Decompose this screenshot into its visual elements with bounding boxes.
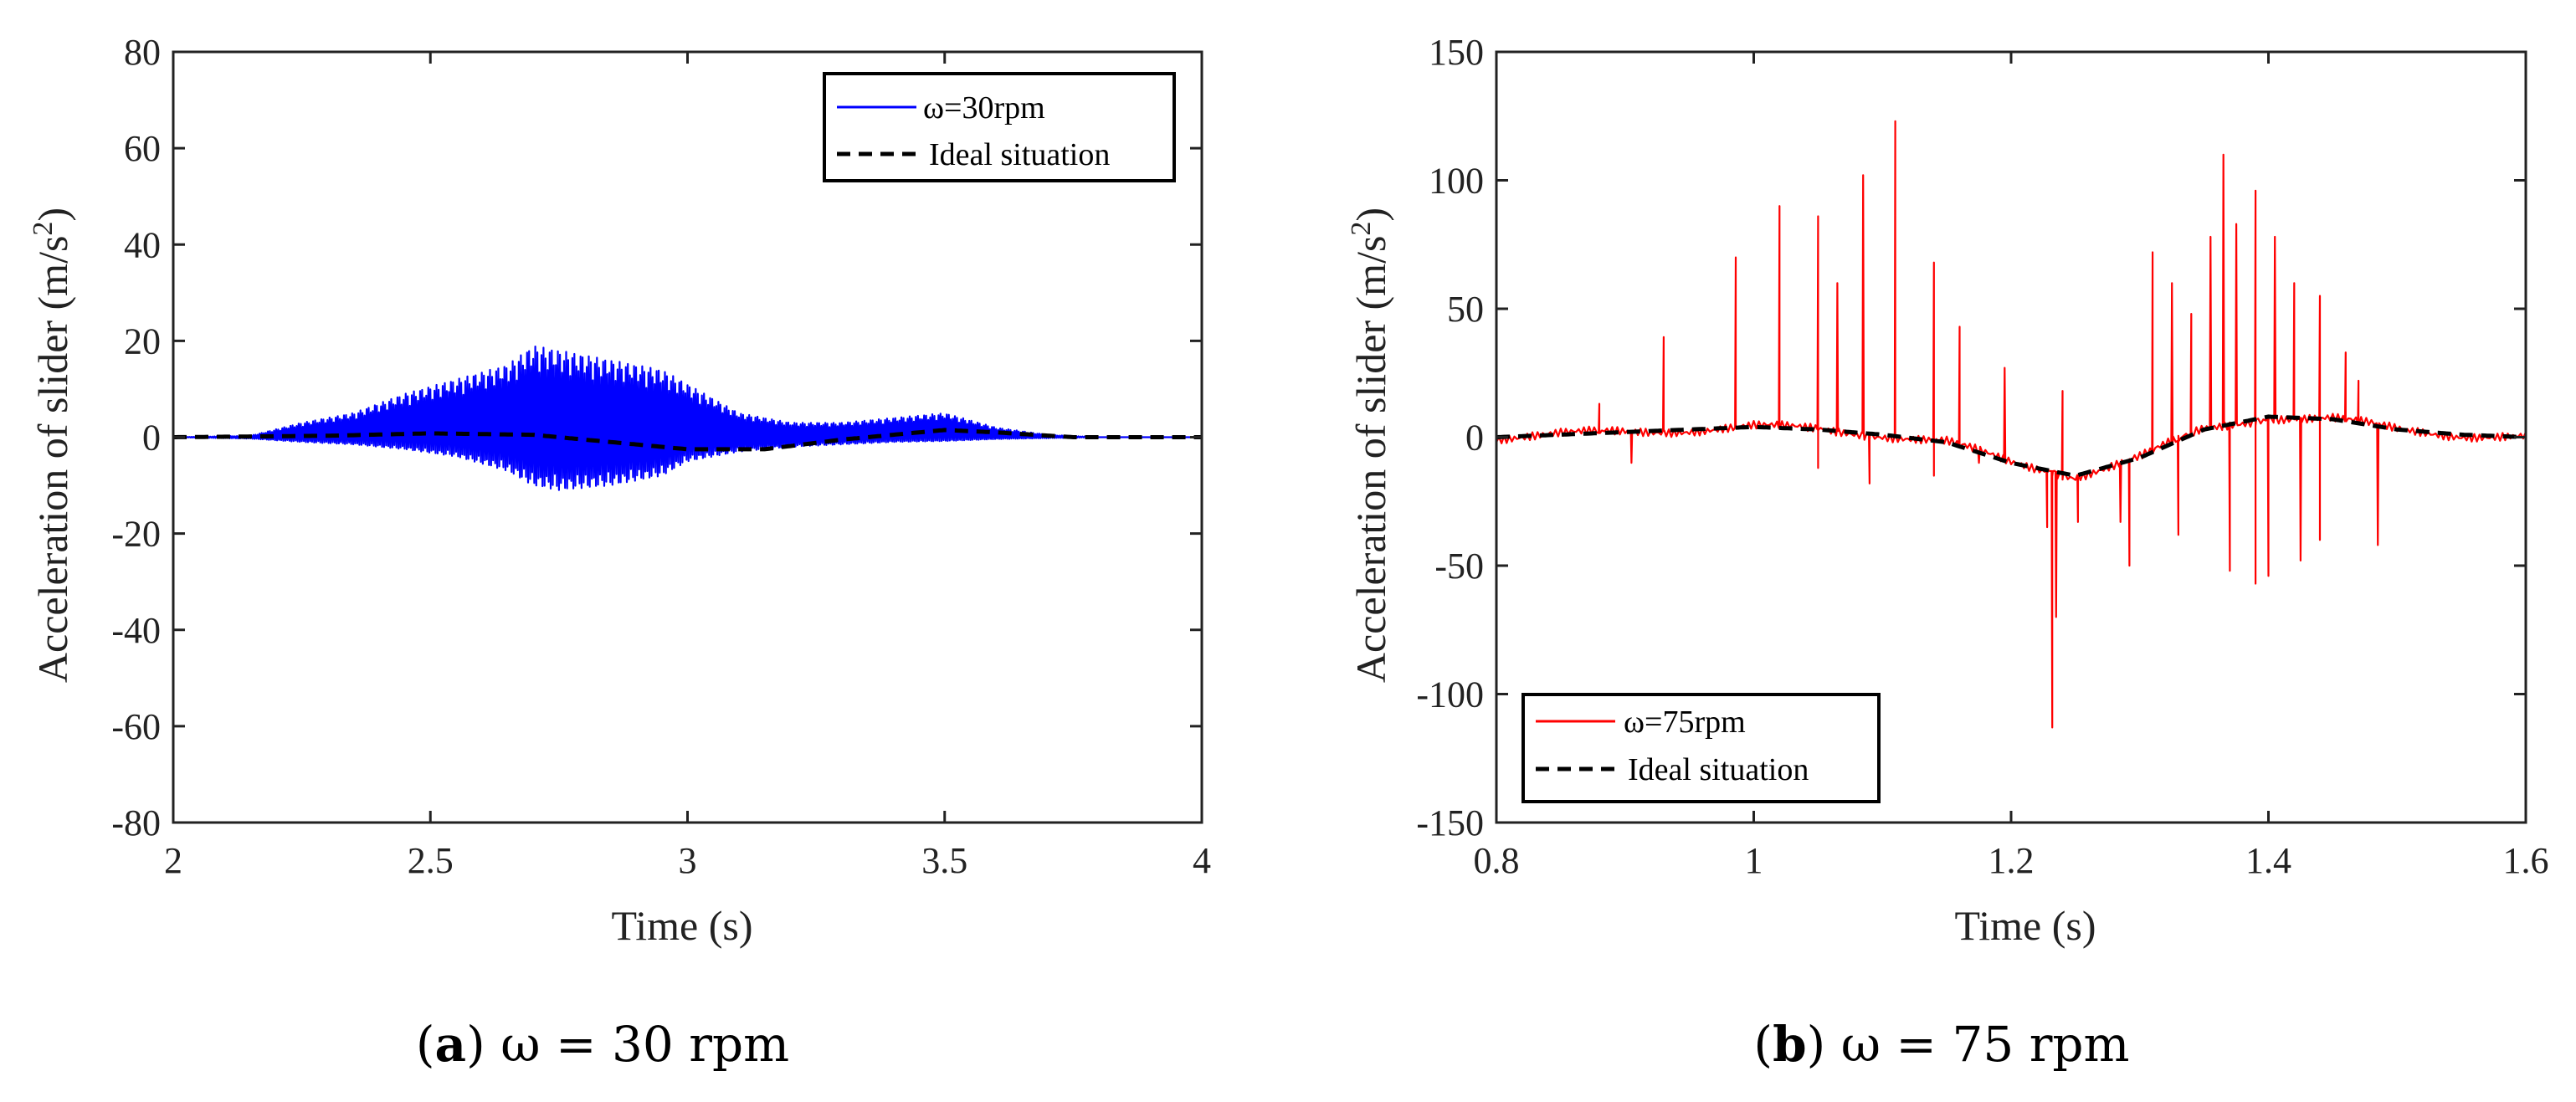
x-tick-label-b-2: 1.2 [1988, 840, 2035, 881]
x-tick-label-b-1: 1 [1745, 840, 1763, 881]
y-tick-label-b-6: 150 [1429, 32, 1484, 73]
y-tick-label-a-1: -60 [111, 706, 161, 747]
series-group-b [1496, 120, 2526, 729]
y-tick-label-a-7: 60 [124, 128, 161, 169]
y-tick-label-a-2: -40 [111, 610, 161, 651]
y-tick-label-b-1: -100 [1416, 674, 1484, 715]
x-tick-label-a-3: 3.5 [921, 840, 967, 881]
x-tick-label-a-0: 2 [164, 840, 182, 881]
chart-panel-b: 0.8 1 1.2 1.4 1.6 -150 -100 -50 0 50 100 150 Time (… [1346, 32, 2549, 1073]
legend-label-series-2-a: Ideal situation [929, 137, 1110, 172]
series-line-ideal-a [173, 428, 1202, 452]
y-tick-label-a-0: -80 [111, 802, 161, 843]
axis-ticks-b: 0.8 1 1.2 1.4 1.6 -150 -100 -50 0 50 100 150 [1416, 32, 2548, 881]
legend-a: ω=30rpm Ideal situation [823, 72, 1176, 182]
y-tick-label-b-0: -150 [1416, 802, 1484, 843]
caption-b: (b) ω = 75 rpm [1753, 1016, 2129, 1073]
x-tick-label-b-4: 1.6 [2503, 840, 2549, 881]
x-tick-label-b-3: 1.4 [2245, 840, 2291, 881]
x-tick-label-b-0: 0.8 [1474, 840, 1520, 881]
series-line-measured-b [1496, 120, 2526, 729]
y-tick-label-b-2: -50 [1434, 546, 1484, 587]
legend-label-series-2-b: Ideal situation [1628, 752, 1809, 787]
series-line-measured-a [173, 346, 1202, 491]
y-tick-label-b-4: 50 [1447, 289, 1484, 330]
series-line-ideal-b [1496, 414, 2526, 479]
y-axis-label-b: Acceleration of slider (m/s2) [1346, 208, 1394, 683]
y-tick-label-b-5: 100 [1429, 161, 1484, 202]
y-tick-label-a-4: 0 [142, 418, 161, 459]
y-tick-label-a-8: 80 [124, 32, 161, 73]
x-axis-label-a: Time (s) [611, 902, 752, 949]
y-tick-label-a-3: -20 [111, 514, 161, 555]
y-axis-label-a: Acceleration of slider (m/s2) [28, 208, 76, 683]
legend-label-series-1-a: ω=30rpm [923, 90, 1045, 126]
y-tick-label-a-6: 40 [124, 224, 161, 265]
legend-b: ω=75rpm Ideal situation [1521, 693, 1881, 803]
legend-label-series-1-b: ω=75rpm [1624, 705, 1746, 740]
x-tick-label-a-1: 2.5 [408, 840, 454, 881]
series-group-a [173, 346, 1202, 491]
y-tick-label-b-3: 0 [1465, 418, 1484, 459]
caption-a: (a) ω = 30 rpm [416, 1016, 789, 1073]
x-tick-label-a-4: 4 [1193, 840, 1211, 881]
x-axis-label-b: Time (s) [1954, 902, 2096, 949]
y-tick-label-a-5: 20 [124, 320, 161, 361]
axis-ticks-a: 2 2.5 3 3.5 4 -80 -60 -40 -20 0 20 40 60 80 [111, 32, 1211, 881]
x-tick-label-a-2: 3 [679, 840, 697, 881]
